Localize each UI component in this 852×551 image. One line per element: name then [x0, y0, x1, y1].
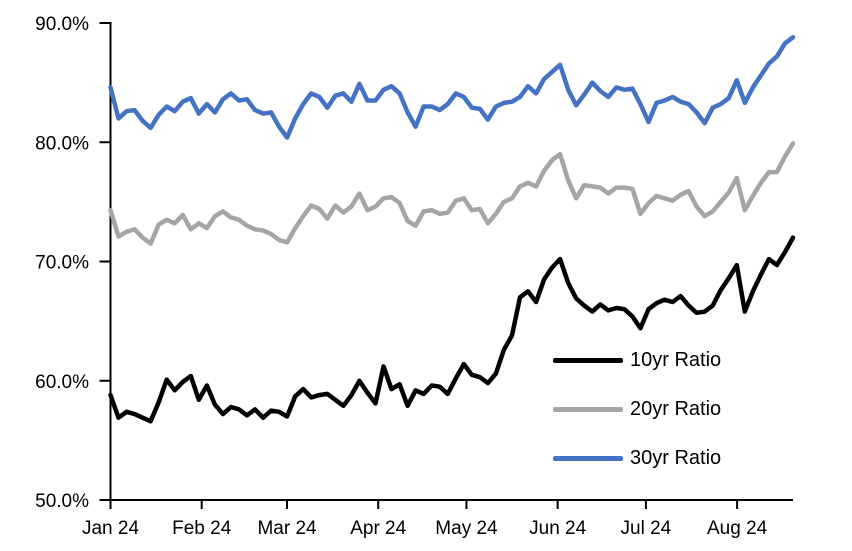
- legend: 10yr Ratio 20yr Ratio 30yr Ratio: [553, 336, 721, 483]
- legend-label-20yr: 20yr Ratio: [630, 398, 722, 420]
- legend-item-10yr: 10yr Ratio: [553, 336, 721, 385]
- x-tick-label: Jul 24: [621, 518, 672, 539]
- series-line-20yr-ratio: [108, 141, 796, 246]
- y-tick-label: 90.0%: [35, 14, 89, 35]
- y-tick-label: 60.0%: [35, 372, 89, 393]
- legend-item-30yr: 30yr Ratio: [553, 434, 721, 483]
- x-tick-label: Jan 24: [82, 518, 139, 539]
- legend-line-10yr-icon: [553, 358, 623, 363]
- series-line-30yr-ratio: [108, 35, 796, 140]
- y-tick-label: 50.0%: [35, 491, 89, 512]
- legend-item-20yr: 20yr Ratio: [553, 385, 721, 434]
- legend-line-30yr-icon: [553, 456, 623, 461]
- y-tick-label: 70.0%: [35, 253, 89, 274]
- legend-label-10yr: 10yr Ratio: [630, 349, 722, 371]
- x-tick-label: Feb 24: [172, 518, 232, 539]
- series-line-10yr-ratio: [108, 235, 796, 424]
- y-tick-label: 80.0%: [35, 133, 89, 154]
- x-tick-label: Aug 24: [707, 518, 768, 539]
- x-tick-label: Jun 24: [529, 518, 586, 539]
- x-tick-label: Apr 24: [350, 518, 406, 539]
- legend-line-20yr-icon: [553, 407, 623, 412]
- x-tick-label: Mar 24: [257, 518, 317, 539]
- x-tick-label: May 24: [435, 518, 498, 539]
- legend-label-30yr: 30yr Ratio: [630, 447, 722, 469]
